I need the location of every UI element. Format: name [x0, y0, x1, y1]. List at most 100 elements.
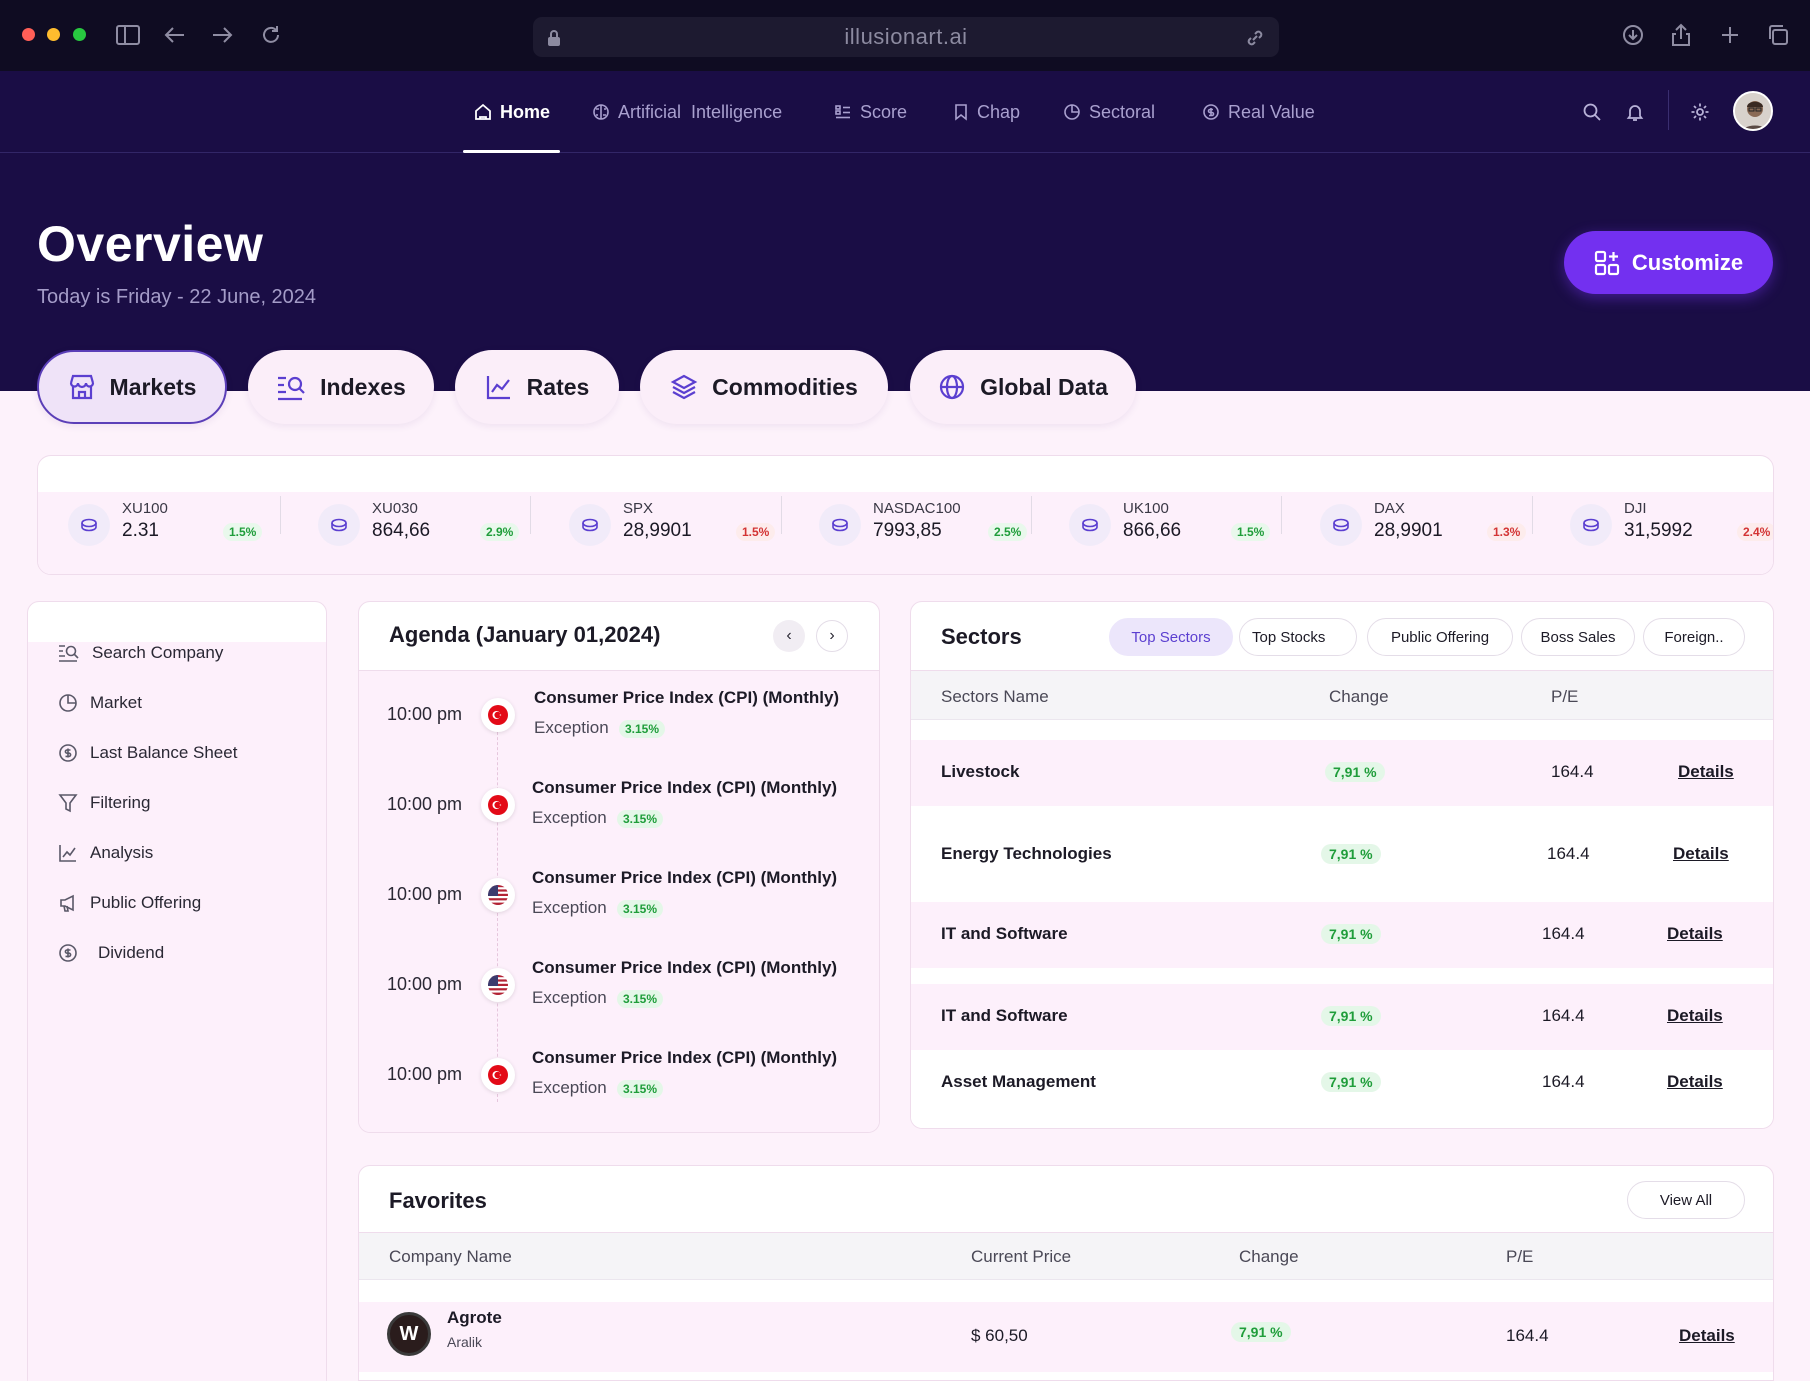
ticker-divider [280, 496, 281, 534]
table-row[interactable]: Asset Management 7,91 % 164.4 Details [911, 1050, 1773, 1128]
details-link[interactable]: Details [1667, 1006, 1723, 1025]
view-all-button[interactable]: View All [1627, 1181, 1745, 1219]
current-price: $ 60,50 [971, 1326, 1028, 1345]
tab-markets-label: Markets [109, 373, 197, 400]
grid-add-icon [1594, 250, 1619, 275]
agenda-panel: Agenda (January 01,2024) ‹ › 10:00 pm Co… [358, 601, 880, 1133]
nav-chap[interactable]: Chap [953, 71, 1020, 153]
sidebar-item-filtering[interactable]: Filtering [58, 788, 150, 818]
filter-foreign[interactable]: Foreign.. [1643, 618, 1745, 656]
details-link[interactable]: Details [1667, 924, 1723, 943]
sector-change: 7,91 % [1321, 844, 1381, 864]
ticker-symbol: XU100 [122, 500, 168, 517]
reload-icon[interactable] [256, 20, 286, 50]
agenda-item[interactable]: 10:00 pm Consumer Price Index (CPI) (Mon… [359, 672, 879, 762]
tab-commodities[interactable]: Commodities [640, 350, 888, 424]
nav-real-value[interactable]: Real Value [1202, 71, 1315, 153]
forward-arrow-icon[interactable] [207, 20, 237, 50]
search-icon[interactable] [1582, 71, 1602, 153]
sidebar-item-last-balance-sheet[interactable]: Last Balance Sheet [58, 738, 237, 768]
ticker-symbol: DAX [1374, 500, 1405, 517]
filter-icon [58, 794, 78, 813]
filter-boss-sales[interactable]: Boss Sales [1521, 618, 1635, 656]
sidebar: Search Company Market Last Balance Sheet… [27, 601, 327, 1381]
table-row[interactable]: Energy Technologies 7,91 % 164.4 Details [911, 822, 1773, 888]
company-logo: W [387, 1312, 431, 1356]
tab-markets[interactable]: Markets [37, 350, 227, 424]
coin-stack-icon [1570, 504, 1612, 546]
filter-public-offering[interactable]: Public Offering [1367, 618, 1513, 656]
maximize-window-button[interactable] [73, 28, 86, 41]
download-icon[interactable] [1618, 20, 1648, 50]
agenda-time: 10:00 pm [387, 1064, 463, 1084]
tab-indexes[interactable]: Indexes [248, 350, 434, 424]
table-row[interactable]: IT and Software 7,91 % 164.4 Details [911, 902, 1773, 968]
filter-top-stocks[interactable]: Top Stocks [1239, 618, 1357, 656]
details-link[interactable]: Details [1678, 762, 1734, 781]
gear-icon[interactable] [1690, 71, 1710, 153]
ticker-divider [1532, 496, 1533, 534]
nav-home[interactable]: Home [474, 71, 550, 153]
sidebar-item-analysis[interactable]: Analysis [58, 838, 153, 868]
sector-name: Asset Management [941, 1072, 1096, 1091]
ticker-value: 28,9901 [623, 520, 692, 541]
ticker-divider [530, 496, 531, 534]
tab-rates[interactable]: Rates [455, 350, 619, 424]
link-icon[interactable] [1245, 27, 1265, 53]
sidebar-item-market[interactable]: Market [58, 688, 142, 718]
share-icon[interactable] [1666, 20, 1696, 50]
back-arrow-icon[interactable] [160, 20, 190, 50]
table-row[interactable]: W Agrote Aralik $ 60,50 7,91 % 164.4 Det… [359, 1302, 1773, 1372]
new-tab-icon[interactable] [1715, 20, 1745, 50]
nav-score[interactable]: Score [834, 71, 907, 153]
turkey-flag-icon [481, 788, 515, 822]
agenda-event-sub: Exception [532, 988, 607, 1007]
details-link[interactable]: Details [1673, 844, 1729, 863]
sector-name: Livestock [941, 762, 1020, 781]
market-ticker: XU100 2.31 1.5% XU030 864,66 2.9% SPX 28… [37, 455, 1774, 575]
nav-sectoral[interactable]: Sectoral [1063, 71, 1155, 153]
sector-name: Energy Technologies [941, 844, 1112, 863]
sidebar-item-search-company[interactable]: Search Company [58, 638, 223, 668]
tab-rates-label: Rates [526, 373, 590, 400]
agenda-item[interactable]: 10:00 pm Consumer Price Index (CPI) (Mon… [359, 1032, 879, 1122]
sidebar-item-label: Filtering [90, 793, 151, 812]
chart-line-icon [486, 376, 510, 400]
tab-global-data[interactable]: Global Data [910, 350, 1136, 424]
agenda-next-button[interactable]: › [816, 620, 848, 652]
sector-pe: 164.4 [1542, 1006, 1585, 1025]
close-window-button[interactable] [22, 28, 35, 41]
tab-indexes-label: Indexes [320, 373, 406, 400]
sector-change: 7,91 % [1321, 924, 1381, 944]
company-name: Agrote [447, 1308, 502, 1327]
bell-icon[interactable] [1625, 71, 1645, 153]
sidebar-toggle-icon[interactable] [113, 20, 143, 50]
filter-top-sectors[interactable]: Top Sectors [1109, 618, 1233, 656]
details-link[interactable]: Details [1679, 1326, 1735, 1345]
sidebar-item-label: Last Balance Sheet [90, 743, 238, 762]
minimize-window-button[interactable] [47, 28, 60, 41]
agenda-change: 3.15% [617, 900, 664, 918]
table-row[interactable]: Livestock 7,91 % 164.4 Details [911, 740, 1773, 806]
tabs-overview-icon[interactable] [1763, 20, 1793, 50]
sectors-title: Sectors [941, 624, 1022, 649]
sidebar-item-public-offering[interactable]: Public Offering [58, 888, 201, 918]
globe-icon [939, 374, 965, 400]
ticker-divider [1281, 496, 1282, 534]
agenda-change: 3.15% [617, 990, 664, 1008]
address-bar[interactable]: illusionart.ai [533, 17, 1279, 57]
table-row[interactable]: IT and Software 7,91 % 164.4 Details [911, 984, 1773, 1050]
agenda-item[interactable]: 10:00 pm Consumer Price Index (CPI) (Mon… [359, 762, 879, 852]
sidebar-item-dividend[interactable]: Dividend [58, 938, 164, 968]
customize-button[interactable]: Customize [1564, 231, 1773, 294]
agenda-item[interactable]: 10:00 pm Consumer Price Index (CPI) (Mon… [359, 942, 879, 1032]
agenda-prev-button[interactable]: ‹ [773, 620, 805, 652]
details-link[interactable]: Details [1667, 1072, 1723, 1091]
agenda-time: 10:00 pm [387, 884, 463, 904]
user-avatar[interactable] [1733, 91, 1773, 131]
nav-chap-label: Chap [977, 101, 1021, 122]
sector-name: IT and Software [941, 1006, 1068, 1025]
nav-artificial-intelligence[interactable]: Artificial Intelligence [592, 71, 782, 153]
ticker-symbol: DJI [1624, 500, 1647, 517]
agenda-item[interactable]: 10:00 pm Consumer Price Index (CPI) (Mon… [359, 852, 879, 942]
